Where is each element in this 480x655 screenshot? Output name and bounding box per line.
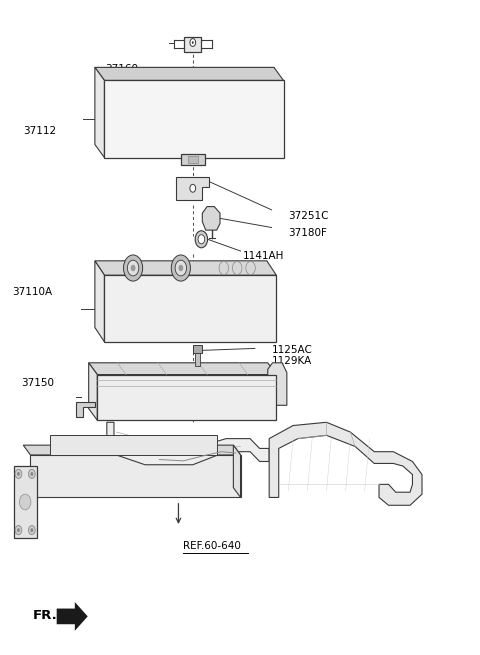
Bar bbox=[14, 466, 36, 538]
Text: 1125AC: 1125AC bbox=[272, 345, 312, 356]
Circle shape bbox=[171, 255, 191, 281]
Circle shape bbox=[15, 525, 22, 534]
Polygon shape bbox=[89, 363, 276, 375]
Polygon shape bbox=[95, 261, 276, 275]
Text: 37180F: 37180F bbox=[288, 228, 327, 238]
Polygon shape bbox=[107, 422, 269, 465]
Polygon shape bbox=[95, 261, 105, 342]
Circle shape bbox=[17, 472, 20, 476]
Polygon shape bbox=[97, 375, 276, 421]
Bar bbox=[188, 156, 198, 164]
Polygon shape bbox=[269, 422, 422, 505]
Circle shape bbox=[30, 472, 33, 476]
Polygon shape bbox=[23, 445, 240, 455]
Circle shape bbox=[246, 261, 255, 274]
Text: 37112: 37112 bbox=[24, 126, 57, 136]
Text: 1129KA: 1129KA bbox=[272, 356, 312, 367]
Circle shape bbox=[131, 265, 135, 271]
Polygon shape bbox=[268, 363, 287, 405]
Polygon shape bbox=[176, 177, 209, 200]
Text: 1141AH: 1141AH bbox=[243, 251, 284, 261]
Text: REF.60-640: REF.60-640 bbox=[183, 542, 241, 552]
Polygon shape bbox=[233, 445, 240, 497]
Circle shape bbox=[15, 470, 22, 479]
Polygon shape bbox=[203, 206, 220, 230]
Polygon shape bbox=[57, 602, 88, 631]
Circle shape bbox=[30, 528, 33, 532]
Polygon shape bbox=[105, 275, 276, 342]
Polygon shape bbox=[105, 81, 284, 158]
Circle shape bbox=[219, 261, 228, 274]
Polygon shape bbox=[89, 363, 97, 421]
Bar bbox=[184, 37, 202, 52]
Polygon shape bbox=[30, 455, 240, 497]
Circle shape bbox=[232, 261, 242, 274]
Bar bbox=[193, 345, 203, 353]
Polygon shape bbox=[95, 67, 284, 81]
Polygon shape bbox=[49, 436, 216, 455]
Circle shape bbox=[123, 255, 143, 281]
Circle shape bbox=[17, 528, 20, 532]
Polygon shape bbox=[95, 67, 274, 145]
Circle shape bbox=[28, 525, 35, 534]
Text: 37251C: 37251C bbox=[288, 212, 329, 221]
Circle shape bbox=[195, 231, 207, 248]
Circle shape bbox=[19, 494, 31, 510]
Bar bbox=[195, 353, 200, 366]
Text: 37160: 37160 bbox=[105, 64, 138, 74]
Circle shape bbox=[192, 41, 194, 44]
Circle shape bbox=[190, 184, 196, 192]
Polygon shape bbox=[95, 261, 267, 328]
Circle shape bbox=[28, 470, 35, 479]
Polygon shape bbox=[95, 67, 105, 158]
Circle shape bbox=[175, 260, 187, 276]
Circle shape bbox=[127, 260, 139, 276]
Bar bbox=[181, 154, 204, 166]
Text: 37110A: 37110A bbox=[12, 286, 52, 297]
Circle shape bbox=[198, 234, 204, 244]
Circle shape bbox=[190, 39, 196, 47]
Text: FR.: FR. bbox=[33, 608, 58, 622]
Polygon shape bbox=[76, 402, 95, 417]
Circle shape bbox=[179, 265, 183, 271]
Text: 37150: 37150 bbox=[21, 378, 54, 388]
